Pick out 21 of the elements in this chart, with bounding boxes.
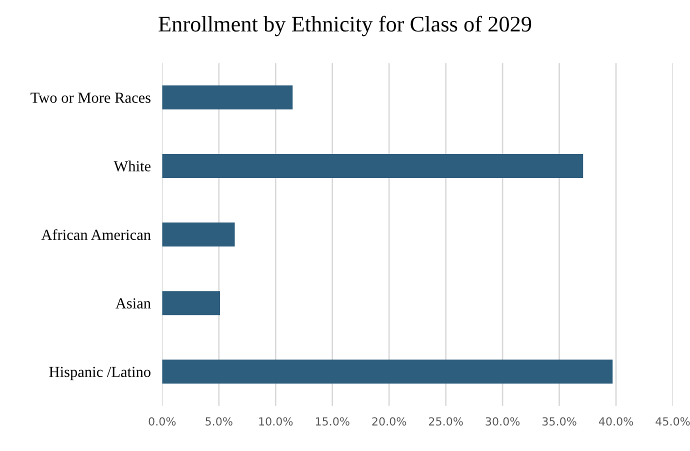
bar [162,154,584,178]
x-tick-label: 5.0% [206,417,232,426]
x-tick-label: 30.0% [486,417,520,426]
x-tick-label: 10.0% [259,417,293,426]
bar [162,222,235,247]
x-tick-label: 40.0% [598,417,634,426]
bar [162,360,613,384]
y-tick-label: African American [41,229,151,240]
x-tick-label: 20.0% [372,417,406,426]
bar [162,85,293,110]
y-tick-label: Two or More Races [30,92,150,103]
y-tick-label: White [114,160,151,172]
y-tick-label: Asian [116,298,151,309]
x-tick-label: 45.0% [656,417,690,426]
x-tick-label: 15.0% [316,417,350,426]
x-tick-label: 0.0% [148,417,176,426]
x-tick-label: 25.0% [428,417,463,426]
y-tick-label: Hispanic /Latino [49,366,150,380]
x-tick-label: 35.0% [542,417,576,426]
bar [162,291,220,316]
chart-title: Enrollment by Ethnicity for Class of 2029 [158,16,532,36]
